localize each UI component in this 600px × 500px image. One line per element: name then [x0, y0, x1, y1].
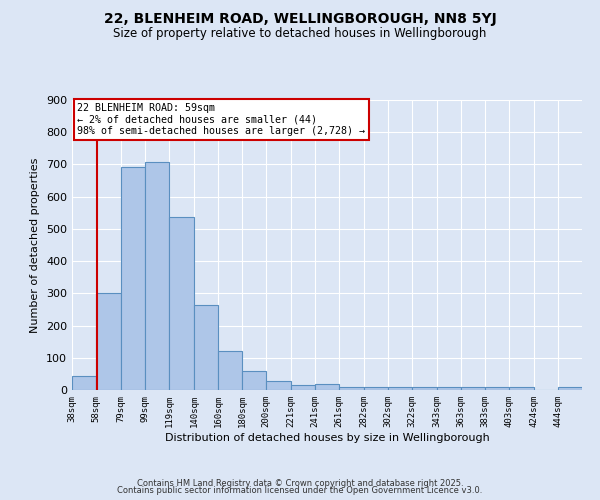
- Bar: [169, 216, 194, 390]
- Bar: [218, 350, 242, 390]
- Bar: [72, 376, 96, 390]
- Bar: [339, 388, 364, 390]
- Bar: [364, 388, 388, 390]
- Bar: [121, 166, 145, 390]
- Bar: [315, 384, 339, 390]
- Bar: [509, 388, 534, 390]
- Bar: [388, 388, 412, 390]
- Text: Contains HM Land Registry data © Crown copyright and database right 2025.: Contains HM Land Registry data © Crown c…: [137, 478, 463, 488]
- Bar: [194, 304, 218, 390]
- Text: Contains public sector information licensed under the Open Government Licence v3: Contains public sector information licen…: [118, 486, 482, 495]
- Bar: [145, 162, 169, 390]
- X-axis label: Distribution of detached houses by size in Wellingborough: Distribution of detached houses by size …: [164, 432, 490, 442]
- Text: 22 BLENHEIM ROAD: 59sqm
← 2% of detached houses are smaller (44)
98% of semi-det: 22 BLENHEIM ROAD: 59sqm ← 2% of detached…: [77, 103, 365, 136]
- Bar: [558, 388, 582, 390]
- Bar: [266, 381, 291, 390]
- Bar: [485, 388, 509, 390]
- Bar: [96, 294, 121, 390]
- Bar: [461, 388, 485, 390]
- Bar: [242, 371, 266, 390]
- Text: 22, BLENHEIM ROAD, WELLINGBOROUGH, NN8 5YJ: 22, BLENHEIM ROAD, WELLINGBOROUGH, NN8 5…: [104, 12, 496, 26]
- Bar: [291, 385, 315, 390]
- Y-axis label: Number of detached properties: Number of detached properties: [31, 158, 40, 332]
- Bar: [412, 388, 437, 390]
- Bar: [437, 388, 461, 390]
- Text: Size of property relative to detached houses in Wellingborough: Size of property relative to detached ho…: [113, 28, 487, 40]
